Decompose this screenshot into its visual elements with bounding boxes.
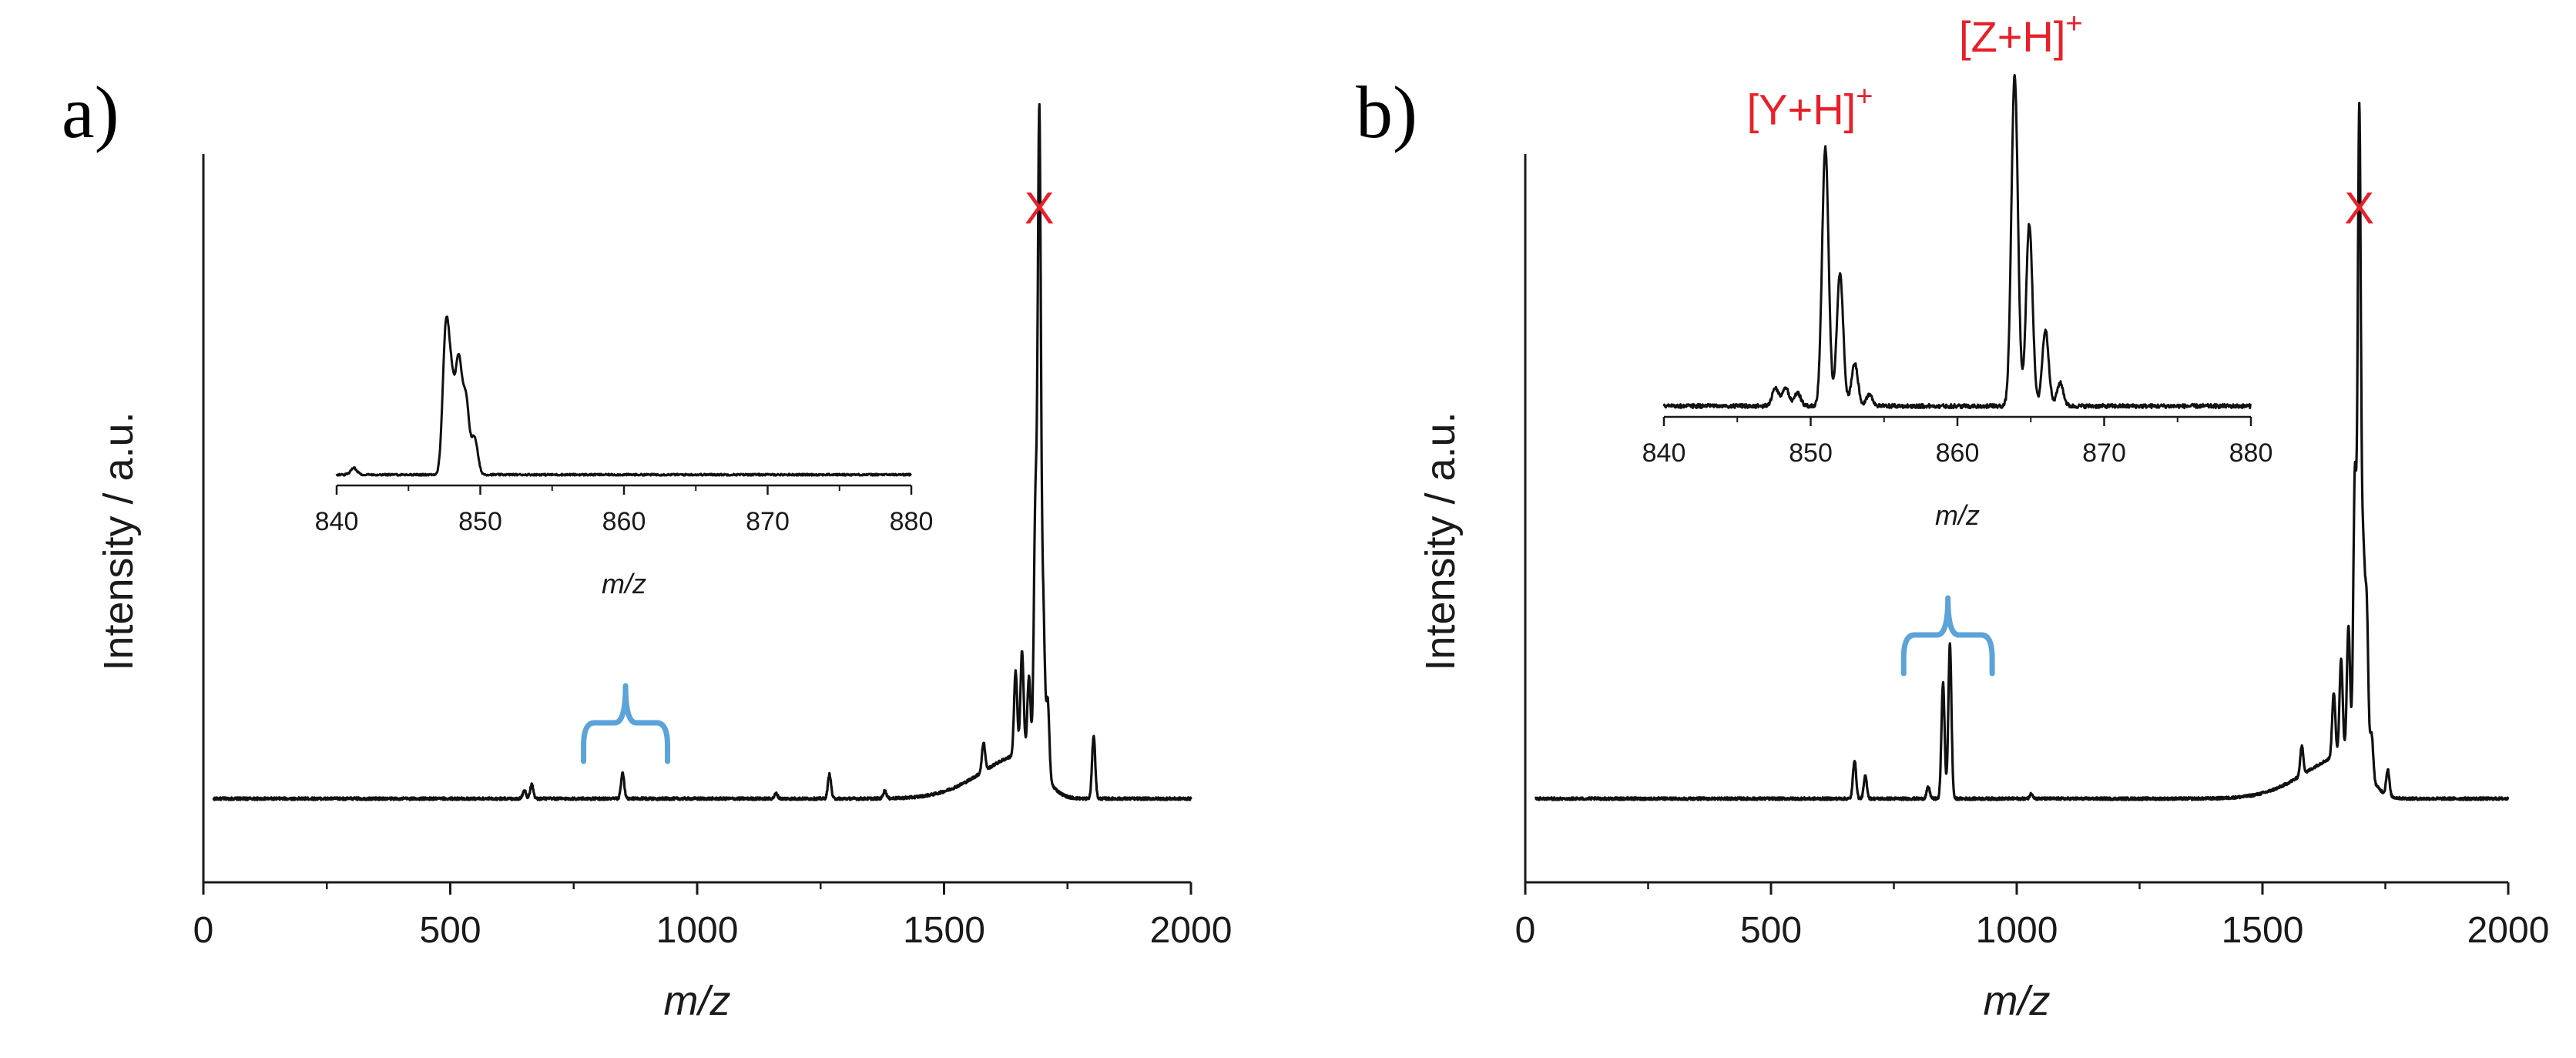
panel-a-zoom-bracket [581, 683, 671, 764]
panel-b-peak-label-x: X [2344, 183, 2374, 233]
panel-a-inset-x-tick-label: 860 [602, 507, 646, 536]
panel-a-x-tick-label: 2000 [1150, 910, 1233, 951]
panel-a-y-axis-title: Intensity / a.u. [96, 411, 142, 670]
panel-b-inset-x-tick-label: 860 [1936, 438, 1980, 468]
annotation-ion-label: [Y+H] [1747, 86, 1857, 134]
panel-a-inset-spectrum-line [335, 315, 912, 477]
panel-a-label: a) [62, 71, 119, 153]
panel-b-x-tick-label: 1000 [1976, 910, 2058, 951]
panel-b-inset-annotation-z: [Z+H]+ [1959, 8, 2083, 61]
panel-b-x-axis-title: m/z [1984, 978, 2051, 1024]
panel-a-inset: 840 850 860 870 880 m/z [315, 315, 934, 600]
panel-b-spectrum-line [1534, 102, 2510, 801]
panel-b-inset-annotation-y: [Y+H]+ [1747, 81, 1873, 134]
panel-a-inset-x-tick-label: 870 [746, 507, 790, 536]
panel-a-spectrum-line [212, 102, 1192, 801]
panel-a: a) 0 500 1000 1500 2000 m/z Intensity / a.u. X 84… [62, 71, 1232, 1024]
panel-b-x-tick-label: 0 [1515, 910, 1536, 951]
panel-a-peak-label-x: X [1025, 183, 1055, 233]
panel-a-x-tick-label: 0 [193, 910, 214, 951]
panel-b-inset-x-tick-label: 880 [2229, 438, 2273, 468]
panel-a-x-tick-label: 1000 [656, 910, 739, 951]
panel-b-zoom-bracket [1900, 595, 1995, 677]
panel-b-inset-x-tick-label: 850 [1789, 438, 1833, 468]
panel-b-inset-x-tick-label: 870 [2082, 438, 2126, 468]
panel-b-x-tick-label: 2000 [2467, 910, 2550, 951]
panel-a-x-tick-label: 500 [419, 910, 481, 951]
panel-b-x-tick-label: 1500 [2222, 910, 2304, 951]
annotation-ion-label: [Z+H] [1959, 12, 2065, 61]
panel-a-inset-x-tick-label: 850 [458, 507, 502, 536]
panel-a-inset-x-tick-label: 840 [315, 507, 359, 536]
panel-b-x-tick-label: 500 [1740, 910, 1802, 951]
annotation-charge-superscript: + [1856, 81, 1873, 113]
panel-b-inset-x-axis-title: m/z [1935, 499, 1980, 531]
panel-b-label: b) [1356, 71, 1417, 153]
panel-a-x-axis-title: m/z [664, 978, 731, 1024]
panel-b-inset-spectrum-line [1662, 73, 2252, 410]
panel-b-y-axis-title: Intensity / a.u. [1417, 411, 1464, 670]
panel-a-x-tick-label: 1500 [903, 910, 985, 951]
panel-a-inset-x-tick-label: 880 [890, 507, 934, 536]
panel-b-inset-x-tick-label: 840 [1642, 438, 1686, 468]
panel-b: b) 0 500 1000 1500 2000 m/z Intensity / a.u. X 84… [1356, 8, 2549, 1024]
panel-a-inset-x-axis-title: m/z [602, 568, 646, 600]
annotation-charge-superscript: + [2065, 8, 2082, 40]
